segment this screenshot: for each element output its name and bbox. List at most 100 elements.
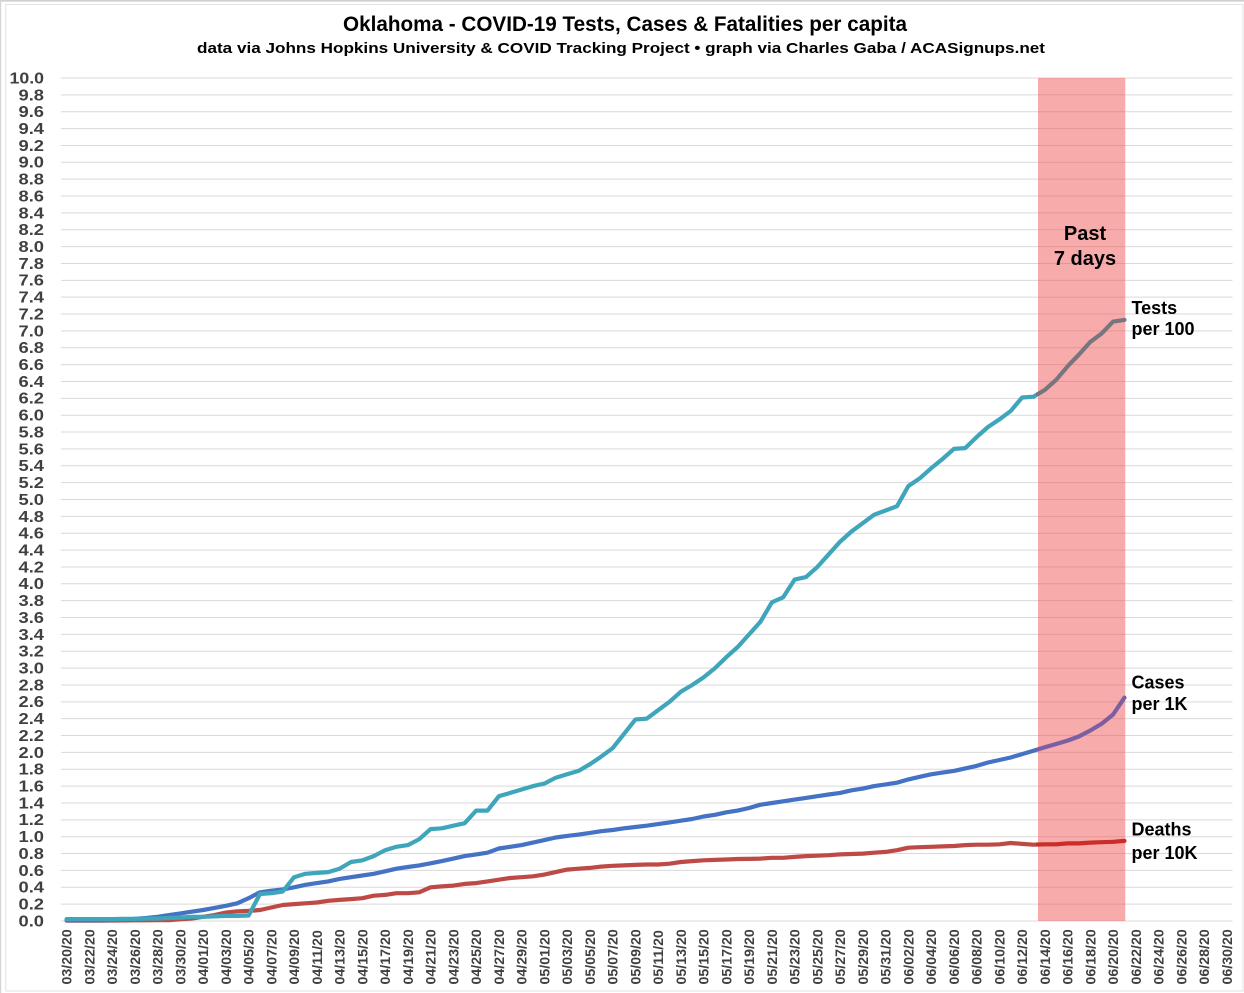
svg-text:0.6: 0.6 xyxy=(19,863,45,880)
svg-text:05/05/20: 05/05/20 xyxy=(583,929,599,984)
svg-text:03/20/20: 03/20/20 xyxy=(60,929,76,984)
svg-text:04/19/20: 04/19/20 xyxy=(401,929,417,984)
svg-text:per 1K: per 1K xyxy=(1132,694,1188,714)
svg-text:03/22/20: 03/22/20 xyxy=(82,929,98,984)
svg-text:2.2: 2.2 xyxy=(19,728,45,745)
svg-text:2.0: 2.0 xyxy=(19,745,45,762)
svg-text:3.0: 3.0 xyxy=(19,661,45,678)
svg-text:05/13/20: 05/13/20 xyxy=(674,929,690,984)
svg-text:04/29/20: 04/29/20 xyxy=(515,929,531,984)
svg-text:1.2: 1.2 xyxy=(19,812,45,829)
svg-text:04/15/20: 04/15/20 xyxy=(355,929,371,984)
svg-text:04/03/20: 04/03/20 xyxy=(219,929,235,984)
svg-text:03/28/20: 03/28/20 xyxy=(151,929,167,984)
svg-text:04/09/20: 04/09/20 xyxy=(287,929,303,984)
svg-text:4.0: 4.0 xyxy=(19,576,45,593)
svg-text:06/04/20: 06/04/20 xyxy=(924,929,940,984)
svg-text:5.4: 5.4 xyxy=(19,458,45,475)
svg-text:06/02/20: 06/02/20 xyxy=(901,929,917,984)
svg-text:Deaths: Deaths xyxy=(1132,819,1192,839)
svg-text:06/14/20: 06/14/20 xyxy=(1038,929,1054,984)
svg-text:5.2: 5.2 xyxy=(19,475,45,492)
svg-text:per 100: per 100 xyxy=(1132,319,1195,339)
svg-text:05/23/20: 05/23/20 xyxy=(788,929,804,984)
svg-text:05/31/20: 05/31/20 xyxy=(879,929,895,984)
svg-text:7.4: 7.4 xyxy=(19,290,45,307)
svg-text:05/03/20: 05/03/20 xyxy=(560,929,576,984)
svg-text:6.6: 6.6 xyxy=(19,357,45,374)
svg-text:Tests: Tests xyxy=(1132,298,1178,318)
svg-text:4.2: 4.2 xyxy=(19,559,45,576)
svg-text:04/05/20: 04/05/20 xyxy=(242,929,258,984)
svg-text:Cases: Cases xyxy=(1132,672,1185,692)
svg-text:05/21/20: 05/21/20 xyxy=(765,929,781,984)
svg-text:06/28/20: 06/28/20 xyxy=(1197,929,1213,984)
svg-text:06/06/20: 06/06/20 xyxy=(947,929,963,984)
svg-text:06/22/20: 06/22/20 xyxy=(1129,929,1145,984)
svg-text:05/17/20: 05/17/20 xyxy=(719,929,735,984)
svg-text:0.8: 0.8 xyxy=(19,846,45,863)
svg-text:8.6: 8.6 xyxy=(19,188,45,205)
svg-text:6.4: 6.4 xyxy=(19,374,45,391)
svg-text:2.6: 2.6 xyxy=(19,694,45,711)
svg-text:Past: Past xyxy=(1064,223,1107,245)
svg-text:1.8: 1.8 xyxy=(19,762,45,779)
svg-text:7.0: 7.0 xyxy=(19,323,45,340)
svg-text:8.0: 8.0 xyxy=(19,239,45,256)
svg-text:03/24/20: 03/24/20 xyxy=(105,929,121,984)
svg-text:04/21/20: 04/21/20 xyxy=(424,929,440,984)
svg-text:6.0: 6.0 xyxy=(19,408,45,425)
svg-text:04/23/20: 04/23/20 xyxy=(446,929,462,984)
svg-text:5.6: 5.6 xyxy=(19,441,45,458)
svg-text:0.0: 0.0 xyxy=(19,913,45,930)
svg-text:data via Johns Hopkins Univers: data via Johns Hopkins University & COVI… xyxy=(197,40,1045,57)
svg-text:3.4: 3.4 xyxy=(19,627,45,644)
svg-text:8.8: 8.8 xyxy=(19,172,45,189)
svg-text:9.2: 9.2 xyxy=(19,138,45,155)
svg-text:5.8: 5.8 xyxy=(19,424,45,441)
svg-text:3.8: 3.8 xyxy=(19,593,45,610)
svg-text:06/12/20: 06/12/20 xyxy=(1015,929,1031,984)
svg-text:10.0: 10.0 xyxy=(10,70,45,87)
svg-text:4.4: 4.4 xyxy=(19,542,45,559)
svg-text:4.6: 4.6 xyxy=(19,526,45,543)
svg-text:4.8: 4.8 xyxy=(19,509,45,526)
svg-text:06/08/20: 06/08/20 xyxy=(970,929,986,984)
svg-text:04/13/20: 04/13/20 xyxy=(333,929,349,984)
svg-text:9.0: 9.0 xyxy=(19,155,45,172)
svg-text:05/29/20: 05/29/20 xyxy=(856,929,872,984)
svg-text:7.6: 7.6 xyxy=(19,273,45,290)
svg-text:05/19/20: 05/19/20 xyxy=(742,929,758,984)
svg-text:9.4: 9.4 xyxy=(19,121,45,138)
svg-text:9.8: 9.8 xyxy=(19,87,45,104)
svg-text:04/25/20: 04/25/20 xyxy=(469,929,485,984)
svg-text:06/16/20: 06/16/20 xyxy=(1061,929,1077,984)
svg-text:8.2: 8.2 xyxy=(19,222,45,239)
svg-text:06/20/20: 06/20/20 xyxy=(1106,929,1122,984)
svg-text:5.0: 5.0 xyxy=(19,492,45,509)
svg-text:1.0: 1.0 xyxy=(19,829,45,846)
svg-text:3.2: 3.2 xyxy=(19,644,45,661)
svg-text:7.2: 7.2 xyxy=(19,306,45,323)
svg-text:04/17/20: 04/17/20 xyxy=(378,929,394,984)
svg-text:1.6: 1.6 xyxy=(19,779,45,796)
svg-text:7.8: 7.8 xyxy=(19,256,45,273)
svg-text:05/07/20: 05/07/20 xyxy=(606,929,622,984)
svg-text:05/01/20: 05/01/20 xyxy=(537,929,553,984)
svg-text:05/15/20: 05/15/20 xyxy=(697,929,713,984)
svg-text:Oklahoma - COVID-19 Tests, Cas: Oklahoma - COVID-19 Tests, Cases & Fatal… xyxy=(343,13,907,36)
svg-text:per 10K: per 10K xyxy=(1132,843,1198,863)
svg-text:0.4: 0.4 xyxy=(19,880,45,897)
svg-text:9.6: 9.6 xyxy=(19,104,45,121)
svg-text:05/25/20: 05/25/20 xyxy=(810,929,826,984)
svg-text:05/27/20: 05/27/20 xyxy=(833,929,849,984)
svg-text:2.8: 2.8 xyxy=(19,677,45,694)
svg-text:06/10/20: 06/10/20 xyxy=(992,929,1008,984)
svg-text:04/07/20: 04/07/20 xyxy=(264,929,280,984)
svg-text:1.4: 1.4 xyxy=(19,795,45,812)
svg-text:8.4: 8.4 xyxy=(19,205,45,222)
svg-text:05/11/20: 05/11/20 xyxy=(651,930,667,985)
svg-text:06/26/20: 06/26/20 xyxy=(1174,929,1190,984)
svg-text:6.2: 6.2 xyxy=(19,391,45,408)
svg-text:06/30/20: 06/30/20 xyxy=(1220,929,1236,984)
